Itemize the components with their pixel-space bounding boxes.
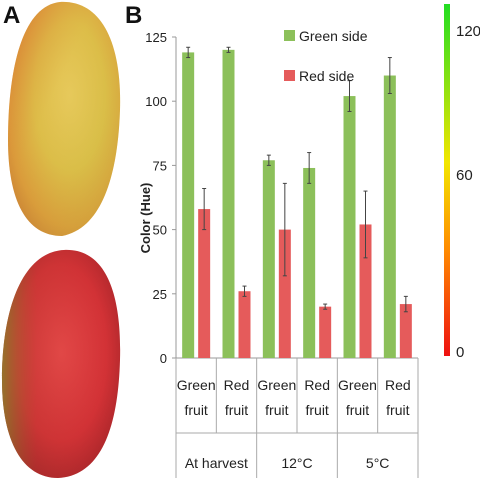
bar-green-side xyxy=(222,49,235,359)
colorbar-label-bottom: 0 xyxy=(456,344,464,361)
bar-green-side xyxy=(262,160,275,358)
y-tick-label: 25 xyxy=(153,287,167,302)
category-label-line1: Green xyxy=(257,377,296,393)
category-label-line1: Red xyxy=(224,377,250,393)
colorbar-label-top: 120 xyxy=(456,23,480,40)
y-axis-label: Color (Hue) xyxy=(138,183,153,254)
panel-label-a: A xyxy=(3,2,21,29)
bar-red-side xyxy=(399,304,412,358)
y-tick-label: 100 xyxy=(145,94,167,109)
category-label-line2: fruit xyxy=(225,402,248,418)
category-label-line2: fruit xyxy=(346,402,369,418)
legend-swatch xyxy=(284,70,295,81)
mango-photo-red xyxy=(2,249,121,478)
bar-red-side xyxy=(198,209,211,358)
bar-green-side xyxy=(343,96,356,359)
y-tick-label: 75 xyxy=(153,158,167,173)
group-label: At harvest xyxy=(185,455,248,471)
y-tick-label: 50 xyxy=(153,223,167,238)
legend-label: Green side xyxy=(299,28,368,44)
colorbar-label-mid: 60 xyxy=(456,167,473,184)
legend-label: Red side xyxy=(299,68,354,84)
panel-label-b: B xyxy=(125,2,143,29)
bar-red-side xyxy=(319,306,332,358)
bar-green-side xyxy=(182,52,195,359)
bar-green-side xyxy=(383,75,396,359)
colorbar: 120 60 0 xyxy=(444,4,480,361)
category-label-line2: fruit xyxy=(184,402,207,418)
y-tick-label: 0 xyxy=(160,351,167,366)
category-label-line1: Red xyxy=(385,377,411,393)
legend-swatch xyxy=(284,30,295,41)
category-label-line2: fruit xyxy=(305,402,328,418)
category-label-line1: Green xyxy=(338,377,377,393)
category-label-line1: Green xyxy=(177,377,216,393)
bar-green-side xyxy=(303,167,316,358)
group-label: 12°C xyxy=(281,455,312,471)
bar-red-side xyxy=(359,224,372,358)
colorbar-strip xyxy=(444,4,450,356)
category-label-line2: fruit xyxy=(386,402,409,418)
category-label-line2: fruit xyxy=(265,402,288,418)
mango-photo-green xyxy=(8,1,121,237)
group-label: 5°C xyxy=(366,455,390,471)
bar-red-side xyxy=(238,291,251,358)
category-label-line1: Red xyxy=(304,377,330,393)
y-tick-label: 125 xyxy=(145,30,167,45)
bar-red-side xyxy=(278,229,291,358)
